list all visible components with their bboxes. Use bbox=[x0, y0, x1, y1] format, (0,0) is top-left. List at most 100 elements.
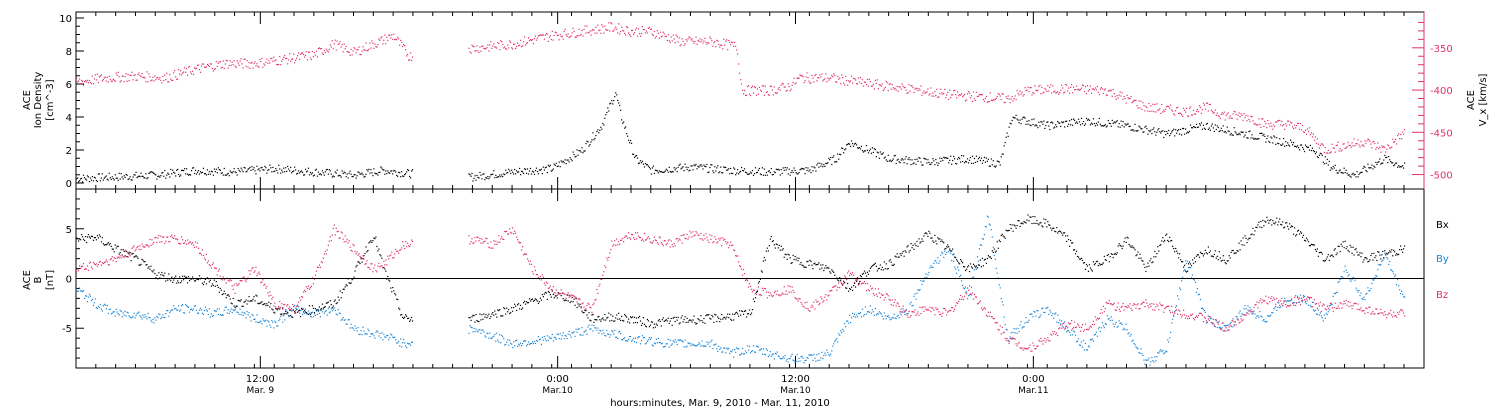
data-point bbox=[391, 334, 393, 336]
data-point bbox=[169, 176, 171, 178]
data-point bbox=[530, 299, 533, 301]
data-point bbox=[610, 314, 612, 316]
data-point bbox=[773, 358, 775, 360]
data-point bbox=[594, 327, 596, 329]
data-point bbox=[879, 151, 881, 153]
data-point bbox=[699, 165, 701, 167]
data-point bbox=[271, 57, 273, 59]
data-point bbox=[289, 53, 291, 55]
data-point bbox=[1176, 132, 1178, 134]
data-point bbox=[1258, 138, 1260, 140]
data-point bbox=[216, 172, 218, 174]
data-point bbox=[744, 171, 747, 173]
data-point bbox=[644, 32, 647, 34]
data-point bbox=[629, 140, 632, 142]
data-point bbox=[688, 36, 690, 38]
data-point bbox=[103, 244, 105, 246]
data-point bbox=[135, 79, 137, 81]
data-point bbox=[698, 318, 700, 321]
data-point bbox=[691, 321, 693, 323]
data-point bbox=[781, 172, 783, 175]
data-point bbox=[1206, 102, 1208, 104]
data-point bbox=[494, 333, 496, 336]
data-point bbox=[1215, 128, 1217, 131]
data-point bbox=[1275, 221, 1277, 223]
data-point bbox=[1167, 239, 1169, 242]
data-point bbox=[497, 309, 499, 311]
data-point bbox=[794, 256, 796, 258]
data-point bbox=[299, 171, 302, 173]
data-point bbox=[787, 173, 789, 175]
data-point bbox=[984, 161, 986, 163]
data-point bbox=[899, 86, 901, 88]
data-point bbox=[1388, 145, 1390, 147]
data-point bbox=[956, 259, 958, 261]
data-point bbox=[286, 310, 288, 312]
data-point bbox=[383, 266, 385, 269]
data-point bbox=[127, 178, 129, 181]
data-point bbox=[697, 165, 699, 167]
data-point bbox=[713, 321, 715, 323]
data-point bbox=[521, 307, 524, 309]
data-point bbox=[1232, 113, 1234, 115]
data-point bbox=[603, 32, 605, 34]
data-point bbox=[644, 162, 647, 165]
data-point bbox=[1373, 252, 1375, 254]
data-point bbox=[77, 290, 80, 292]
data-point bbox=[154, 272, 156, 275]
data-point bbox=[992, 160, 994, 162]
data-point bbox=[112, 311, 114, 313]
data-point bbox=[748, 93, 751, 95]
data-point bbox=[889, 83, 891, 85]
data-point bbox=[1291, 141, 1293, 143]
data-point bbox=[87, 82, 90, 84]
data-point bbox=[574, 304, 576, 306]
data-point bbox=[1267, 135, 1269, 137]
data-point bbox=[972, 263, 975, 265]
data-point bbox=[1006, 230, 1008, 232]
data-point bbox=[182, 275, 184, 277]
data-point bbox=[591, 30, 593, 32]
data-point bbox=[212, 70, 214, 72]
data-point bbox=[679, 322, 681, 324]
data-point bbox=[911, 247, 913, 249]
data-point bbox=[294, 311, 296, 313]
data-point bbox=[274, 60, 276, 62]
data-point bbox=[183, 279, 185, 281]
data-point bbox=[703, 317, 705, 320]
data-point bbox=[1199, 124, 1202, 126]
data-point bbox=[130, 74, 132, 77]
data-point bbox=[1243, 244, 1245, 246]
data-point bbox=[248, 167, 250, 170]
data-point bbox=[238, 64, 240, 66]
data-point bbox=[995, 165, 997, 167]
data-point bbox=[669, 320, 671, 322]
data-point bbox=[234, 309, 236, 311]
data-point bbox=[935, 240, 937, 242]
data-point bbox=[911, 159, 913, 161]
data-point bbox=[802, 357, 804, 359]
data-point bbox=[843, 82, 845, 84]
data-point bbox=[1248, 130, 1250, 133]
data-point bbox=[519, 174, 522, 176]
data-point bbox=[83, 239, 86, 242]
data-point bbox=[478, 329, 480, 331]
data-point bbox=[1112, 88, 1114, 91]
data-point bbox=[1353, 254, 1355, 256]
data-point bbox=[1132, 100, 1134, 103]
data-point bbox=[478, 177, 480, 179]
data-point bbox=[362, 174, 364, 176]
data-point bbox=[900, 88, 902, 90]
data-point bbox=[491, 173, 493, 175]
data-point bbox=[1323, 260, 1325, 262]
data-point bbox=[1070, 239, 1072, 242]
data-point bbox=[129, 176, 131, 178]
data-point bbox=[1209, 250, 1211, 252]
data-point bbox=[977, 95, 980, 97]
data-point bbox=[971, 155, 974, 157]
data-point bbox=[350, 48, 352, 50]
data-point bbox=[613, 100, 615, 102]
data-point bbox=[955, 162, 957, 165]
data-point bbox=[933, 95, 935, 97]
data-point bbox=[286, 170, 288, 172]
